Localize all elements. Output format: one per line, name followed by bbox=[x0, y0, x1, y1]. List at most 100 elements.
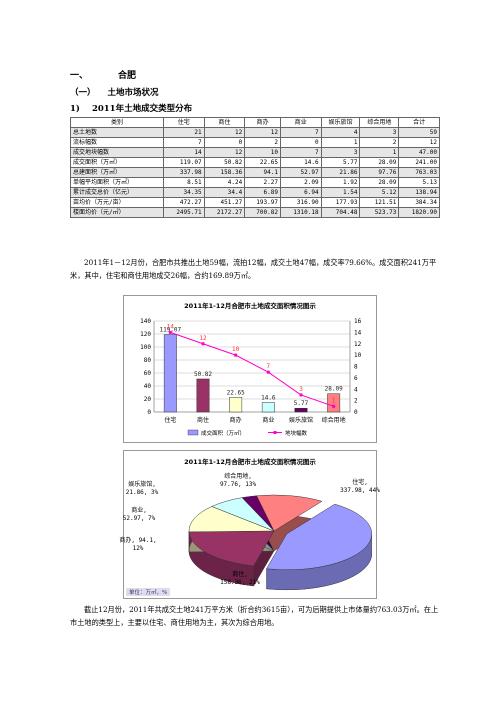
subsubsection-heading: 1) 2011年土地成交类型分布 bbox=[70, 102, 192, 114]
line-point bbox=[168, 330, 172, 334]
pie-chart-title: 2011年1-12月合肥市土地成交面积情况图示 bbox=[184, 458, 316, 466]
table-cell: 综合用地 bbox=[359, 117, 400, 128]
line-data-label: 3 bbox=[299, 386, 303, 393]
pie-label-line: 商业, bbox=[131, 507, 147, 514]
pie-label-line: 337.98, 44% bbox=[340, 487, 380, 494]
table-cell: 241.00 bbox=[398, 157, 440, 168]
table-cell: 3 bbox=[359, 127, 400, 138]
table-row: 累计成交总价（亿元） 34.35 34.4 6.89 6.94 1.54 5.12 138.9… bbox=[70, 187, 440, 198]
table-cell: 2 bbox=[359, 137, 400, 148]
table-cell: 59 bbox=[398, 127, 440, 138]
table-cell: 1 bbox=[359, 147, 400, 158]
y-tick-label: 120 bbox=[140, 331, 151, 338]
legend-swatch-bar bbox=[187, 429, 199, 436]
table-cell: 5.13 bbox=[398, 177, 440, 188]
row-label: 总土地数 bbox=[70, 127, 164, 138]
table-cell: 1 bbox=[320, 137, 361, 148]
table-cell: 2.27 bbox=[244, 177, 281, 188]
table-cell: 7 bbox=[279, 147, 322, 158]
legend-marker bbox=[273, 431, 277, 434]
table-cell: 5.77 bbox=[320, 157, 361, 168]
pie-label-line: 住宅, bbox=[352, 479, 368, 486]
table-cell: 384.34 bbox=[398, 197, 440, 208]
table-cell: 2.09 bbox=[279, 177, 322, 188]
row-label: 单幅平均面积（万㎡） bbox=[70, 177, 164, 188]
x-tick-label: 商办 bbox=[230, 416, 242, 424]
pie-chart: 2011年1-12月合肥市土地成交面积情况图示 住宅, 337.98, 44% 商住… bbox=[119, 450, 380, 599]
table-row: 成交地块幅数 14 12 10 7 3 1 47.00 bbox=[70, 147, 440, 158]
table-cell: 商办 bbox=[244, 117, 281, 128]
table-cell: 193.97 bbox=[244, 197, 281, 208]
pie-label-line: 97.76, 13% bbox=[219, 481, 257, 488]
bar-data-label: 22.65 bbox=[227, 389, 245, 396]
table-cell: 21.86 bbox=[320, 167, 361, 178]
pie-slice-label: 住宅, 337.98, 44% bbox=[330, 479, 390, 495]
table-row: 成交面积（万㎡） 119.07 50.82 22.65 14.6 5.77 28.09 241… bbox=[70, 157, 440, 168]
paragraph-analysis: 截止12月份，2011年共成交土地241万平方米（折合约3615亩），可为后期提… bbox=[70, 605, 439, 627]
table-cell: 10 bbox=[244, 147, 281, 158]
y2-tick-label: 10 bbox=[354, 352, 362, 359]
pie-slice-label: 商业, 52.97, 7% bbox=[109, 507, 169, 523]
section-heading: 一、 合肥 bbox=[70, 68, 136, 81]
pie-label-line: 52.97, 7% bbox=[122, 515, 156, 522]
y-tick-label: 0 bbox=[147, 409, 151, 416]
table-cell: 7 bbox=[279, 127, 322, 138]
table-cell: 商住 bbox=[203, 117, 246, 128]
bar bbox=[294, 407, 308, 413]
pie-slice-label: 娱乐旅馆, 21.86, 3% bbox=[112, 481, 172, 497]
table-cell: 22.65 bbox=[244, 157, 281, 168]
land-stats-table: 类别 住宅 商住 商办 商业 娱乐旅馆 综合用地 合计 总土地数 21 12 12 7 4 3 59 流标幅数 7… bbox=[70, 117, 440, 218]
row-label: 成交地块幅数 bbox=[70, 147, 164, 158]
table-cell: 14 bbox=[163, 147, 205, 158]
table-cell: 47.00 bbox=[398, 147, 440, 158]
bar-data-label: 5.77 bbox=[294, 400, 309, 407]
x-tick-label: 娱乐旅馆 bbox=[289, 416, 313, 424]
y2-tick-label: 0 bbox=[354, 409, 358, 416]
table-cell: 5.12 bbox=[359, 187, 400, 198]
series-line bbox=[170, 331, 334, 407]
x-tick-label: 商业 bbox=[262, 416, 274, 424]
y2-tick-label: 14 bbox=[354, 329, 362, 336]
table-cell: 2495.71 bbox=[163, 207, 205, 218]
row-label: 累计成交总价（亿元） bbox=[70, 187, 164, 198]
bar-line-chart: 2011年1-12月合肥市土地成交面积情况图示 0 20 40 60 80 100 120 1… bbox=[123, 295, 377, 443]
table-cell: 1.54 bbox=[320, 187, 361, 198]
line-data-label: 7 bbox=[267, 363, 271, 370]
bar-data-label: 50.82 bbox=[194, 371, 212, 378]
table-row: 总建面积（万㎡） 337.98 158.36 94.1 52.97 21.86 97.76 7… bbox=[70, 167, 440, 178]
table-row: 总土地数 21 12 12 7 4 3 59 bbox=[70, 127, 440, 138]
table-cell: 12 bbox=[203, 127, 246, 138]
subsection-heading: （一） 土地市场状况 bbox=[70, 86, 159, 98]
x-tick-label: 住宅 bbox=[164, 416, 176, 424]
bar bbox=[196, 378, 210, 413]
table-cell: 451.27 bbox=[203, 197, 246, 208]
row-label: 亩均价（万元/亩） bbox=[70, 197, 164, 208]
y2-tick-label: 6 bbox=[354, 375, 358, 382]
table-row: 楼面均价（元/㎡） 2495.71 2172.27 700.82 1310.18 704.… bbox=[70, 207, 440, 218]
table-cell: 316.90 bbox=[279, 197, 322, 208]
line-point bbox=[234, 353, 238, 357]
pie-slice-label: 商住, 158.36, 21% bbox=[210, 571, 270, 587]
line-data-label: 1 bbox=[332, 397, 336, 404]
table-cell: 28.09 bbox=[359, 177, 400, 188]
pie-label-line: 商办, 94.1, bbox=[119, 537, 157, 544]
table-cell: 704.48 bbox=[320, 207, 361, 218]
bar bbox=[229, 397, 243, 413]
y2-tick-label: 12 bbox=[354, 341, 362, 348]
y2-tick-label: 4 bbox=[354, 386, 358, 393]
y-tick-label: 60 bbox=[144, 370, 152, 377]
row-label: 成交面积（万㎡） bbox=[70, 157, 164, 168]
legend-label: 地块幅数 bbox=[285, 429, 308, 437]
table-cell: 4.24 bbox=[203, 177, 246, 188]
paragraph-summary: 2011年1－12月份，合肥市共推出土地59幅，流拍12幅，成交土地47幅，成交… bbox=[70, 258, 437, 280]
subsection-title: 土地市场状况 bbox=[107, 88, 159, 98]
table-cell: 娱乐旅馆 bbox=[320, 117, 361, 128]
table-cell: 12 bbox=[398, 137, 440, 148]
table-cell: 6.89 bbox=[244, 187, 281, 198]
pie-label-line: 商住, bbox=[232, 571, 248, 578]
line-data-label: 12 bbox=[199, 335, 207, 342]
bar-data-label: 119.07 bbox=[159, 327, 181, 334]
table-cell: 12 bbox=[203, 147, 246, 158]
pie-chart-svg bbox=[188, 494, 373, 591]
pie-slice bbox=[256, 494, 323, 532]
